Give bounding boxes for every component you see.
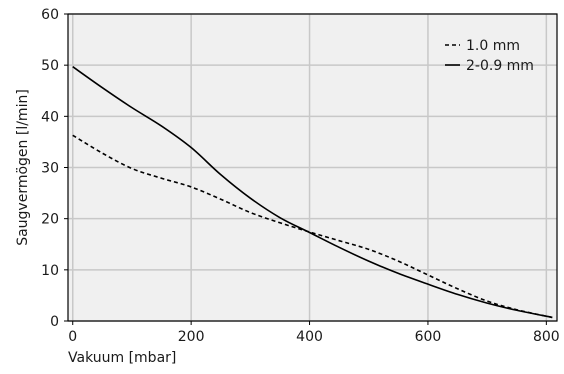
y-tick-label: 0 [50, 314, 59, 330]
y-tick-label: 40 [41, 109, 59, 125]
legend: 1.0 mm 2-0.9 mm [445, 38, 534, 74]
legend-label-1: 1.0 mm [466, 38, 520, 54]
y-tick-label: 20 [41, 212, 59, 228]
x-axis-title: Vakuum [mbar] [68, 350, 176, 366]
y-tick-label: 60 [41, 7, 59, 23]
y-axis-title: Saugvermögen [l/min] [15, 89, 31, 246]
series-line-2 [72, 66, 553, 319]
grid-lines [68, 13, 557, 322]
x-tick-label: 200 [178, 329, 205, 345]
x-tick-label: 0 [68, 329, 77, 345]
x-tick-label: 600 [415, 329, 442, 345]
y-tick-label: 10 [41, 263, 59, 279]
axis-ticks: 0 200 400 600 800 0 10 20 30 40 50 60 [41, 7, 560, 345]
y-tick-label: 50 [41, 58, 59, 74]
legend-label-2: 2-0.9 mm [466, 58, 534, 74]
x-tick-label: 400 [296, 329, 323, 345]
x-tick-label: 800 [533, 329, 560, 345]
y-tick-label: 30 [41, 161, 59, 177]
series-lines [72, 66, 553, 319]
